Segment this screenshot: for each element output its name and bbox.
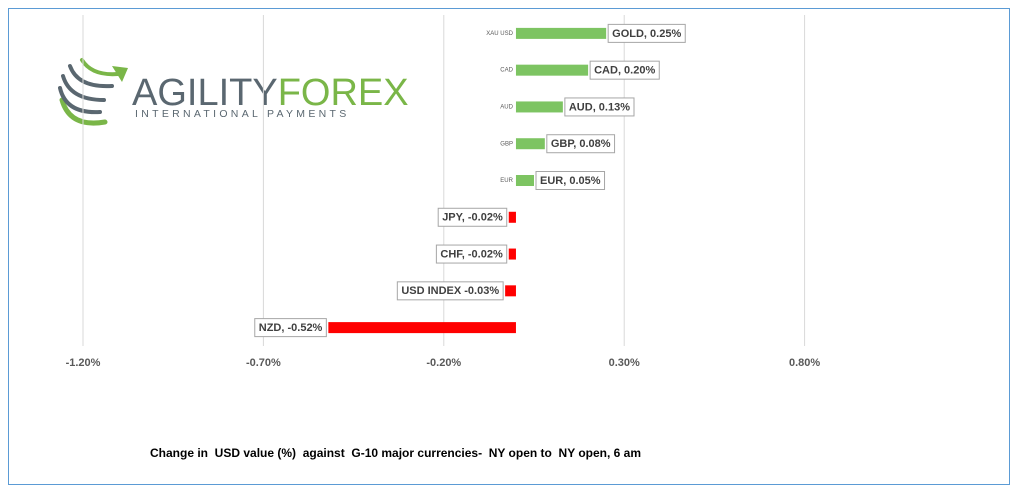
x-tick-label: 0.30% <box>609 357 640 369</box>
bar <box>508 248 516 260</box>
logo-tagline: INTERNATIONAL PAYMENTS <box>135 108 350 120</box>
data-label-box <box>437 207 508 227</box>
data-label-text: CAD, 0.20% <box>594 65 655 77</box>
bar <box>515 64 589 76</box>
data-label: GOLD, 0.25% <box>607 23 686 43</box>
bar <box>328 322 516 334</box>
data-label-box <box>254 318 327 338</box>
data-label-text: EUR, 0.05% <box>540 175 601 187</box>
data-label: AUD, 0.13% <box>564 97 635 117</box>
y-tick-label: EUR <box>500 178 513 184</box>
data-label-text: AUD, 0.13% <box>569 101 630 113</box>
data-label-box <box>564 97 635 117</box>
data-label-box <box>535 171 606 190</box>
data-label-box <box>546 134 616 154</box>
y-tick-label: AUD <box>500 105 513 111</box>
data-label-box <box>589 60 660 80</box>
x-tick-label: -0.20% <box>426 357 461 369</box>
bar <box>515 101 563 113</box>
data-label: CAD, 0.20% <box>589 60 660 80</box>
chart-frame <box>8 8 1010 485</box>
chart-title: Change in USD value (%) against G-10 maj… <box>150 446 641 460</box>
data-label-text: USD INDEX -0.03% <box>401 285 499 297</box>
data-label-box <box>435 244 508 264</box>
logo-name: AGILITYFOREX <box>132 72 409 114</box>
data-label-text: GOLD, 0.25% <box>612 28 681 40</box>
data-label-box <box>607 23 686 43</box>
x-tick-label: 0.80% <box>789 357 820 369</box>
bar <box>515 27 607 39</box>
x-tick-label: -0.70% <box>246 357 281 369</box>
data-label-text: NZD, -0.52% <box>259 322 323 334</box>
data-label: EUR, 0.05% <box>535 171 606 190</box>
y-tick-label: XAU USD <box>486 31 513 37</box>
logo-globe <box>58 58 128 126</box>
y-tick-label: CAD <box>500 68 513 74</box>
data-label-text: CHF, -0.02% <box>440 248 503 260</box>
data-label: JPY, -0.02% <box>437 207 508 227</box>
data-label: GBP, 0.08% <box>546 134 616 154</box>
data-label-box <box>396 281 504 301</box>
bar <box>505 285 516 297</box>
logo: AGILITYFOREX INTERNATIONAL PAYMENTS <box>58 58 409 126</box>
data-label: CHF, -0.02% <box>435 244 508 264</box>
bar <box>515 175 534 186</box>
data-label: USD INDEX -0.03% <box>396 281 504 301</box>
data-label-text: GBP, 0.08% <box>551 138 611 150</box>
data-label-text: JPY, -0.02% <box>442 212 503 224</box>
bar <box>508 211 516 223</box>
bar <box>515 138 545 150</box>
data-label: NZD, -0.52% <box>254 318 327 338</box>
logo-agility: AGILITY <box>132 72 278 114</box>
x-tick-label: -1.20% <box>66 357 101 369</box>
y-tick-label: GBP <box>500 141 513 147</box>
logo-forex: FOREX <box>278 72 409 114</box>
